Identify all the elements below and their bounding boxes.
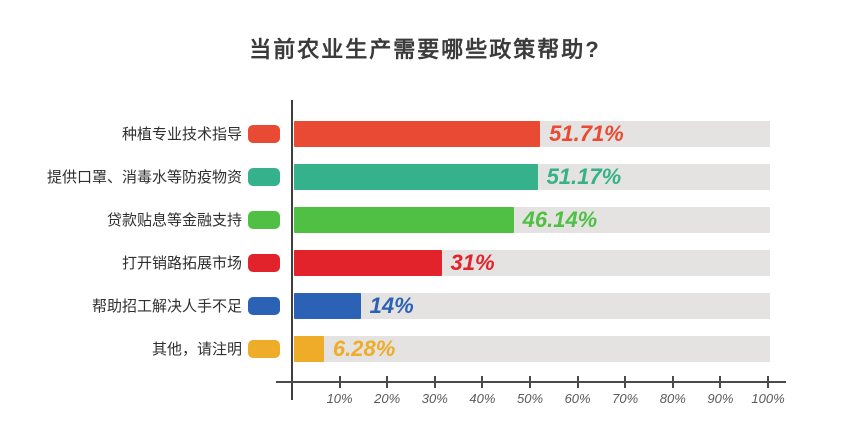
chart-title: 当前农业生产需要哪些政策帮助?	[249, 37, 601, 62]
x-tick-mark	[624, 376, 627, 388]
x-tick-label: 30%	[421, 391, 448, 406]
value-label: 31%	[450, 249, 495, 275]
value-label: 14%	[369, 292, 414, 318]
x-axis-line	[276, 381, 786, 383]
value-label: 51.17%	[546, 163, 622, 189]
bar-track: 46.14%	[294, 206, 770, 233]
value-label: 51.71%	[549, 120, 624, 146]
bar-track: 6.28%	[294, 335, 770, 362]
x-tick-mark	[481, 376, 484, 388]
bar	[294, 335, 324, 362]
x-tick-label: 80%	[659, 391, 686, 406]
bar	[294, 120, 541, 147]
x-tick-mark	[671, 376, 674, 388]
legend-swatch	[248, 253, 280, 272]
category-label: 提供口罩、消毒水等防疫物资	[46, 169, 242, 186]
x-tick-label: 60%	[564, 391, 591, 406]
bar-row: 帮助招工解决人手不足 14%	[0, 284, 850, 327]
category-label: 种植专业技术指导	[121, 126, 242, 143]
legend-swatch	[248, 296, 280, 315]
bar-row: 打开销路拓展市场 31%	[0, 241, 850, 284]
x-tick-label: 20%	[374, 391, 401, 406]
y-axis-line	[291, 100, 293, 400]
bar-track: 14%	[294, 292, 770, 319]
bar	[294, 292, 361, 319]
x-tick-mark	[338, 376, 341, 388]
bar	[294, 163, 538, 190]
value-label: 6.28%	[332, 335, 396, 361]
bar	[294, 249, 442, 276]
category-label: 帮助招工解决人手不足	[91, 298, 242, 315]
legend-swatch	[248, 167, 280, 186]
bar-row: 提供口罩、消毒水等防疫物资 51.17%	[0, 155, 850, 198]
x-tick-label: 50%	[516, 391, 544, 406]
legend-swatch	[248, 339, 280, 358]
x-tick-mark	[767, 376, 769, 388]
x-tick-mark	[719, 376, 722, 388]
legend-swatch	[248, 210, 280, 229]
bar-track: 31%	[294, 249, 770, 276]
x-tick-label: 10%	[326, 391, 353, 406]
category-label: 其他，请注明	[151, 341, 242, 358]
value-label: 46.14%	[522, 206, 598, 232]
x-tick-label: 100%	[751, 391, 785, 406]
x-tick-label: 70%	[612, 391, 639, 406]
bar-row: 其他，请注明 6.28%	[0, 327, 850, 370]
category-label: 贷款贴息等金融支持	[106, 212, 242, 229]
x-tick-mark	[433, 376, 436, 388]
bar-track: 51.71%	[294, 120, 770, 147]
bar-rows: 种植专业技术指导 51.71% 提供口罩、消毒水等防疫物资 51.17% 贷款贴…	[0, 112, 850, 370]
legend-swatch	[248, 124, 280, 143]
x-tick-label: 40%	[469, 391, 496, 406]
x-tick-mark	[529, 376, 531, 388]
category-label: 打开销路拓展市场	[121, 255, 242, 272]
bar-row: 种植专业技术指导 51.71%	[0, 112, 850, 155]
bar	[294, 206, 514, 233]
x-tick-mark	[386, 376, 389, 388]
bar-row: 贷款贴息等金融支持 46.14%	[0, 198, 850, 241]
x-tick-mark	[576, 376, 579, 388]
x-tick-label: 90%	[707, 391, 734, 406]
bar-track: 51.17%	[294, 163, 770, 190]
